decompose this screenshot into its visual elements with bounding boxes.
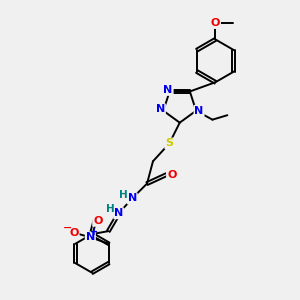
Text: O: O <box>211 18 220 28</box>
Text: H: H <box>106 204 115 214</box>
Text: H: H <box>119 190 128 200</box>
Text: O: O <box>69 228 79 238</box>
Text: S: S <box>165 139 173 148</box>
Text: −: − <box>63 222 72 233</box>
Text: +: + <box>90 227 98 237</box>
Text: N: N <box>156 104 165 114</box>
Text: O: O <box>167 170 176 180</box>
Text: N: N <box>164 85 173 95</box>
Text: N: N <box>128 194 137 203</box>
Text: N: N <box>194 106 204 116</box>
Text: O: O <box>93 216 103 226</box>
Text: N: N <box>86 232 95 242</box>
Text: N: N <box>114 208 123 218</box>
